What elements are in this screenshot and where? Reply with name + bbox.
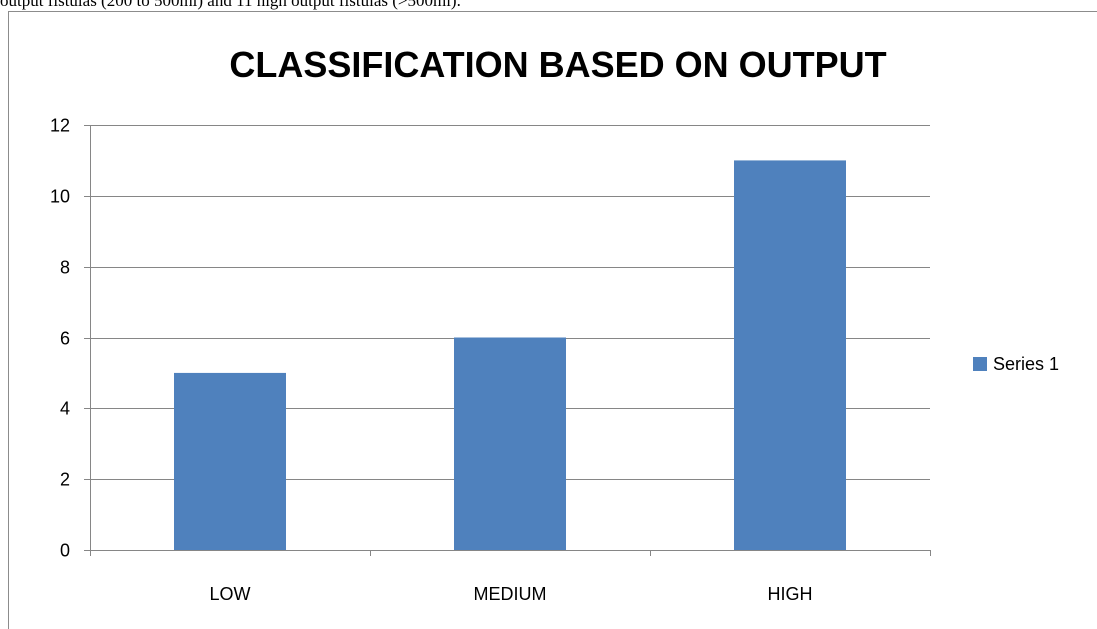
y-tick-label: 8: [60, 258, 70, 278]
y-tick-label: 0: [60, 541, 70, 561]
bar: [734, 160, 846, 550]
y-tick-label: 4: [60, 399, 70, 419]
axes: [84, 125, 931, 556]
y-tick-label: 10: [50, 187, 70, 207]
y-tick-label: 12: [50, 116, 70, 136]
y-tick-label: 2: [60, 470, 70, 490]
bar: [174, 372, 286, 550]
y-tick-label: 6: [60, 329, 70, 349]
x-tick-label: LOW: [209, 584, 250, 604]
y-tick-labels: 0 2 4 6 8 10 12: [50, 116, 70, 561]
legend-swatch: [973, 357, 987, 371]
x-tick-label: HIGH: [768, 584, 813, 604]
bar: [454, 337, 566, 550]
x-tick-labels: LOW MEDIUM HIGH: [209, 584, 812, 604]
legend-label: Series 1: [993, 354, 1059, 374]
bars: [174, 160, 846, 550]
document-text: output fistulas (200 to 500ml) and 11 hi…: [0, 0, 461, 10]
legend: Series 1: [973, 354, 1059, 374]
chart-title: CLASSIFICATION BASED ON OUTPUT: [229, 44, 886, 85]
x-tick-label: MEDIUM: [474, 584, 547, 604]
